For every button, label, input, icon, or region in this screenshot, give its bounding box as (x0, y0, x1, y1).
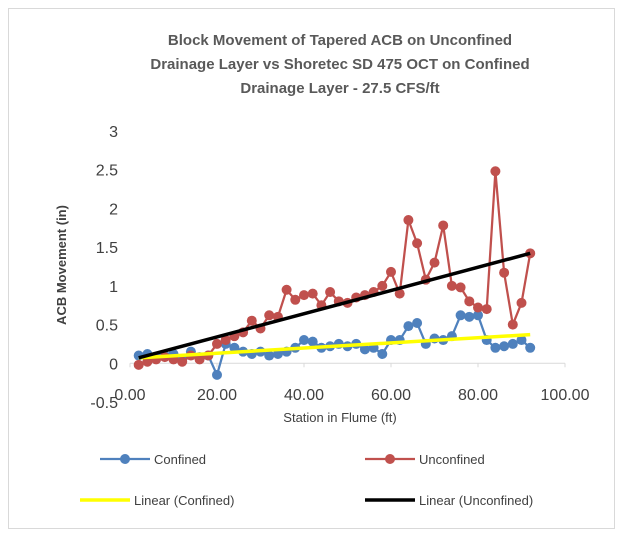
data-point (386, 266, 396, 277)
data-point (516, 335, 527, 346)
data-point (464, 311, 475, 322)
y-tick-label: 0 (109, 356, 118, 373)
data-point (133, 359, 144, 370)
data-point (499, 267, 510, 278)
chart-border (8, 8, 615, 529)
legend-marker (385, 454, 395, 464)
data-point (525, 342, 536, 353)
x-tick-label: 20.00 (197, 387, 237, 404)
y-tick-label: 0.5 (96, 318, 118, 335)
legend-label: Confined (154, 452, 206, 467)
y-tick-label: 2 (109, 201, 118, 218)
x-axis-label: Station in Flume (ft) (283, 410, 396, 425)
data-point (429, 257, 440, 268)
legend-marker (120, 454, 130, 464)
x-tick-label: 60.00 (371, 387, 411, 404)
data-point (290, 294, 301, 305)
data-point (264, 350, 275, 361)
trend-line (138, 251, 531, 360)
data-point (473, 310, 483, 321)
data-point (438, 220, 449, 231)
data-point (455, 310, 466, 321)
data-point (490, 342, 501, 353)
data-point (481, 304, 492, 315)
data-point (403, 321, 414, 332)
data-point (499, 341, 510, 352)
data-point (212, 369, 222, 380)
data-point (412, 318, 423, 329)
data-point (177, 356, 188, 367)
y-tick-label: 2.5 (96, 163, 118, 180)
y-tick-label: 1 (109, 279, 118, 296)
x-tick-label: 40.00 (284, 387, 324, 404)
data-point (446, 280, 457, 291)
x-tick-label: 100.00 (541, 387, 590, 404)
data-point (264, 310, 275, 321)
chart-title: Drainage Layer vs Shoretec SD 475 OCT on… (150, 56, 529, 73)
data-point (377, 348, 388, 359)
data-point (473, 302, 483, 313)
data-point (455, 282, 466, 293)
chart-title: Drainage Layer - 27.5 CFS/ft (240, 80, 439, 97)
data-point (299, 290, 309, 301)
x-tick-label: 80.00 (458, 387, 498, 404)
data-point (307, 288, 318, 299)
data-point (516, 297, 527, 308)
data-point (220, 335, 231, 346)
data-point (194, 354, 205, 365)
data-point (377, 280, 388, 291)
data-point (307, 336, 318, 347)
x-tick-label: 0.00 (114, 387, 145, 404)
y-tick-label: -0.5 (90, 395, 118, 412)
trend-line (138, 332, 531, 360)
legend-label: Linear (Unconfined) (419, 493, 533, 508)
data-point (212, 338, 222, 349)
y-tick-label: 3 (109, 124, 118, 141)
data-point (299, 335, 309, 346)
data-point (281, 284, 292, 295)
data-point (490, 166, 501, 177)
data-point (507, 338, 518, 349)
data-point (403, 215, 414, 226)
data-point (394, 288, 405, 299)
legend-label: Unconfined (419, 452, 485, 467)
data-point (246, 315, 257, 326)
data-point (325, 287, 336, 298)
data-point (412, 238, 423, 249)
data-point (507, 319, 518, 330)
legend-label: Linear (Confined) (134, 493, 234, 508)
y-tick-label: 1.5 (96, 240, 118, 257)
data-point (359, 344, 370, 355)
y-axis-label: ACB Movement (in) (54, 205, 69, 325)
data-point (464, 296, 475, 307)
chart-title: Block Movement of Tapered ACB on Unconfi… (168, 32, 512, 49)
